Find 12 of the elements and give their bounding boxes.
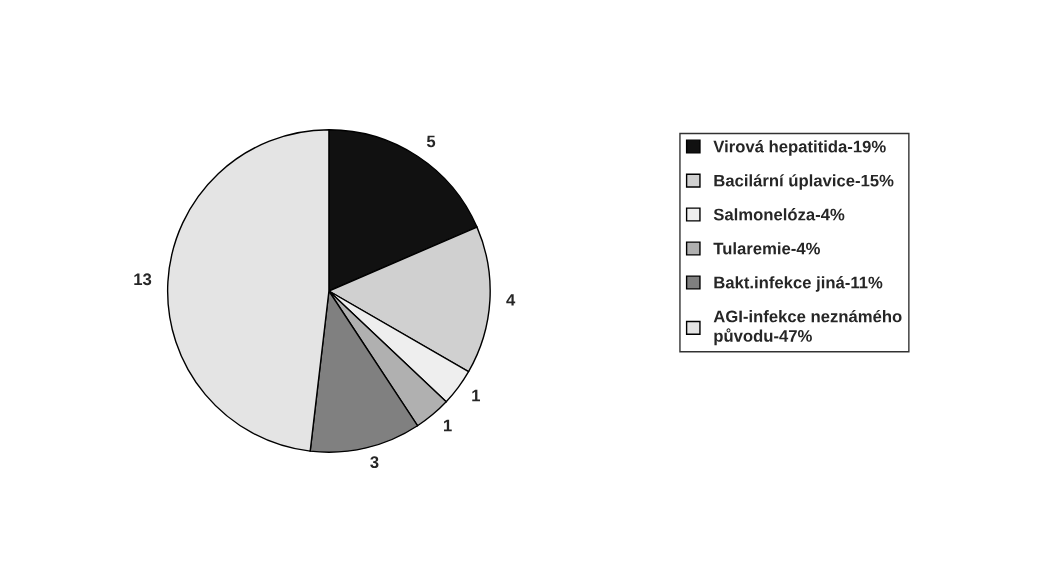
- data-label: 5: [426, 135, 436, 148]
- legend-label: AGI-infekce neznámého původu-47%: [713, 309, 902, 346]
- legend-label: Virová hepatitida-19%: [713, 140, 886, 156]
- data-label: 13: [134, 273, 152, 286]
- data-label: 4: [506, 294, 516, 306]
- data-label: 1: [443, 419, 452, 432]
- legend-label: Salmonelóza-4%: [713, 208, 845, 221]
- data-label: 1: [472, 389, 481, 402]
- legend-label: Bakt.infekce jiná-11%: [714, 276, 883, 292]
- data-label: 3: [370, 456, 379, 469]
- legend-label: Bacilární úplavice-15%: [714, 174, 894, 190]
- legend-label: Tularemie-4%: [713, 242, 820, 255]
